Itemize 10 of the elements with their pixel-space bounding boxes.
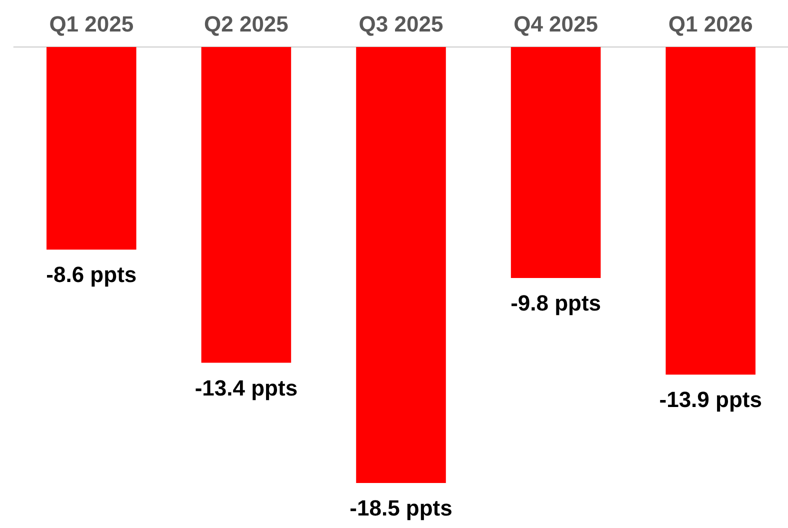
x-tick-label: Q4 2025 xyxy=(514,12,598,36)
x-tick-label: Q2 2025 xyxy=(204,12,288,36)
data-label: -13.4 ppts xyxy=(194,375,298,400)
data-label: -13.9 ppts xyxy=(659,387,762,412)
x-tick-label: Q1 2026 xyxy=(668,12,753,36)
x-tick-label: Q3 2025 xyxy=(358,12,444,36)
data-label: -9.8 ppts xyxy=(510,290,602,316)
data-label: -8.6 ppts xyxy=(46,262,137,288)
x-tick-label: Q1 2025 xyxy=(49,12,134,36)
data-label: -18.5 ppts xyxy=(350,496,452,520)
